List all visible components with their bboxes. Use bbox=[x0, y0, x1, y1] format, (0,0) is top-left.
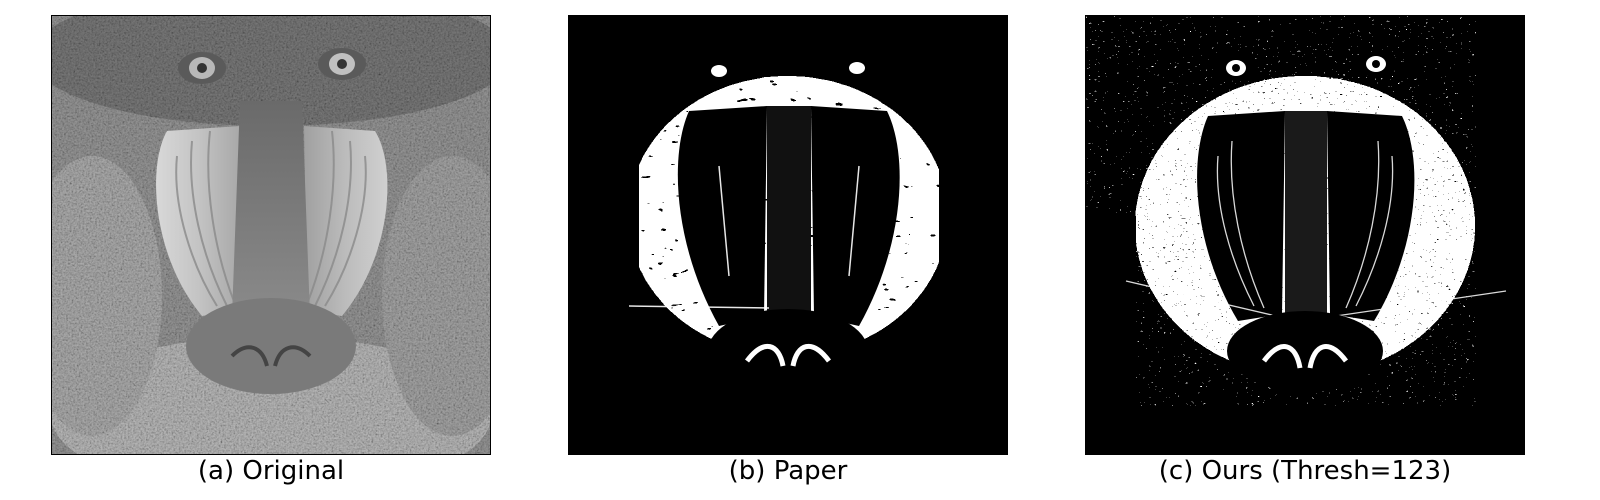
original-mandrill-image bbox=[52, 16, 490, 454]
paper-caption: (b) Paper bbox=[728, 456, 848, 486]
original-image-panel: (a) Original bbox=[51, 15, 491, 486]
ours-caption: (c) Ours (Thresh=123) bbox=[1158, 456, 1452, 486]
original-caption: (a) Original bbox=[197, 456, 345, 486]
ours-result-panel: (c) Ours (Thresh=123) bbox=[1085, 15, 1525, 486]
paper-result-panel: (b) Paper bbox=[568, 15, 1008, 486]
original-image-frame bbox=[51, 15, 491, 455]
ours-result-frame bbox=[1085, 15, 1525, 455]
ours-binarized-image bbox=[1086, 16, 1524, 454]
paper-result-frame bbox=[568, 15, 1008, 455]
paper-binarized-image bbox=[569, 16, 1007, 454]
